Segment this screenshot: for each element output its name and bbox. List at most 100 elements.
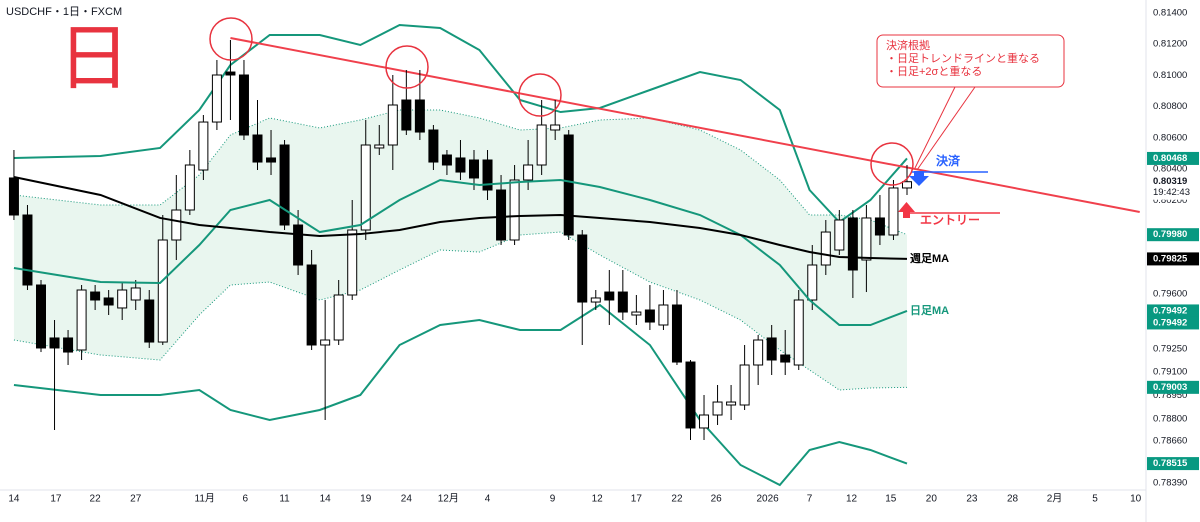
candle-body xyxy=(685,361,696,429)
candle-body xyxy=(793,299,804,366)
x-tick-label: 19 xyxy=(360,494,372,505)
candle-body xyxy=(198,121,209,171)
y-tick-label: 0.78390 xyxy=(1153,478,1187,489)
candle-body xyxy=(753,339,764,366)
y-tick-label: 0.78950 xyxy=(1153,390,1187,401)
callout: 決済根拠 ・日足トレンドラインと重なる ・日足+2σと重なる xyxy=(876,34,1065,171)
x-tick-label: 22 xyxy=(671,494,683,505)
candle-body xyxy=(347,229,358,296)
x-tick-label: 20 xyxy=(926,494,938,505)
x-tick-label: 26 xyxy=(711,494,723,505)
candle-body xyxy=(320,339,331,346)
y-tick-label: 0.80400 xyxy=(1153,164,1187,175)
x-tick-label: 9 xyxy=(550,494,556,505)
indicator-line xyxy=(13,303,908,487)
price-label: 0.79003 xyxy=(1153,382,1187,393)
candle-body xyxy=(468,159,479,179)
highlight-circle xyxy=(870,142,914,186)
candle-body xyxy=(293,224,304,266)
price-label-box xyxy=(1147,380,1199,394)
candle-body xyxy=(901,181,912,189)
candle-body xyxy=(144,299,155,343)
candle-body xyxy=(888,187,899,236)
candle-body xyxy=(238,74,249,136)
candle-body xyxy=(820,231,831,266)
x-tick-label: 17 xyxy=(50,494,62,505)
price-label-box xyxy=(1147,304,1199,318)
callout-pointer xyxy=(914,86,956,169)
candle-body xyxy=(157,239,168,343)
y-tick-label: 0.78660 xyxy=(1153,435,1187,446)
candle-body xyxy=(455,157,466,173)
candle-body xyxy=(360,144,371,231)
y-tick-label: 0.80200 xyxy=(1153,195,1187,206)
y-tick-label: 0.78800 xyxy=(1153,414,1187,425)
price-label-box xyxy=(1147,151,1199,165)
price-label-box xyxy=(1147,252,1199,266)
x-tick-label: 15 xyxy=(885,494,897,505)
high-circles xyxy=(209,17,914,186)
candle-body xyxy=(874,217,885,236)
plot-area xyxy=(8,23,1140,487)
x-tick-label: 6 xyxy=(243,494,249,505)
callout-text: ・日足+2σと重なる xyxy=(886,64,982,78)
x-tick-label: 27 xyxy=(130,494,142,505)
candle-body xyxy=(617,291,628,313)
candle-body xyxy=(428,129,439,163)
y-tick-label: 0.79250 xyxy=(1153,343,1187,354)
x-tick-label: 2026 xyxy=(756,494,779,505)
candle-body xyxy=(861,217,872,261)
x-tick-label: 11月 xyxy=(195,493,215,505)
callout-pointer xyxy=(916,86,976,171)
indicator-line xyxy=(13,178,908,326)
candle-body xyxy=(590,297,601,303)
price-label: 0.79825 xyxy=(1153,253,1188,264)
band-fill xyxy=(13,110,907,390)
candle-body xyxy=(130,287,141,301)
candle-body xyxy=(306,264,317,346)
price-label: 0.79492 xyxy=(1153,305,1187,316)
x-tick-label: 10 xyxy=(1130,494,1142,505)
candle-body xyxy=(252,134,263,163)
y-tick-label: 0.80600 xyxy=(1153,132,1187,143)
x-tick-label: 11 xyxy=(279,494,290,505)
y-tick-label: 0.80800 xyxy=(1153,101,1187,112)
candle-body xyxy=(35,284,46,349)
entry-arrow xyxy=(898,202,915,218)
x-tick-label: 12月 xyxy=(438,493,459,505)
candle-body xyxy=(374,144,385,149)
y-tick-label: 0.79600 xyxy=(1153,289,1187,300)
candle-body xyxy=(401,99,412,131)
candle-body xyxy=(847,217,858,271)
candle-body xyxy=(671,304,682,363)
callout-text: 決済根拠 xyxy=(886,38,930,52)
price-label-box xyxy=(1147,228,1199,242)
candle-body xyxy=(766,337,777,361)
x-tick-label: 7 xyxy=(807,494,813,505)
candle-body xyxy=(699,414,710,429)
candle-body xyxy=(482,159,493,191)
candle-body xyxy=(644,309,655,323)
price-label-box xyxy=(1147,457,1199,471)
price-label: 0.80319 xyxy=(1153,176,1187,187)
y-tick-label: 0.81000 xyxy=(1153,70,1187,81)
indicator-line xyxy=(13,176,908,260)
candle-body xyxy=(807,264,818,301)
candle-body xyxy=(834,219,845,251)
price-label: 0.78515 xyxy=(1153,458,1188,469)
candle-body xyxy=(266,157,277,163)
candle-body xyxy=(49,337,60,349)
callout-box xyxy=(876,34,1065,88)
price-label-box xyxy=(1146,174,1200,200)
candle-body xyxy=(726,401,737,406)
x-tick-label: 12 xyxy=(846,494,858,505)
indicator-line xyxy=(230,36,1140,214)
candle-body xyxy=(496,189,507,241)
candle-body xyxy=(441,154,452,166)
x-tick-label: 23 xyxy=(966,494,978,505)
candle-body xyxy=(658,304,669,326)
highlight-circle xyxy=(209,17,253,61)
x-tick-label: 14 xyxy=(320,494,332,505)
